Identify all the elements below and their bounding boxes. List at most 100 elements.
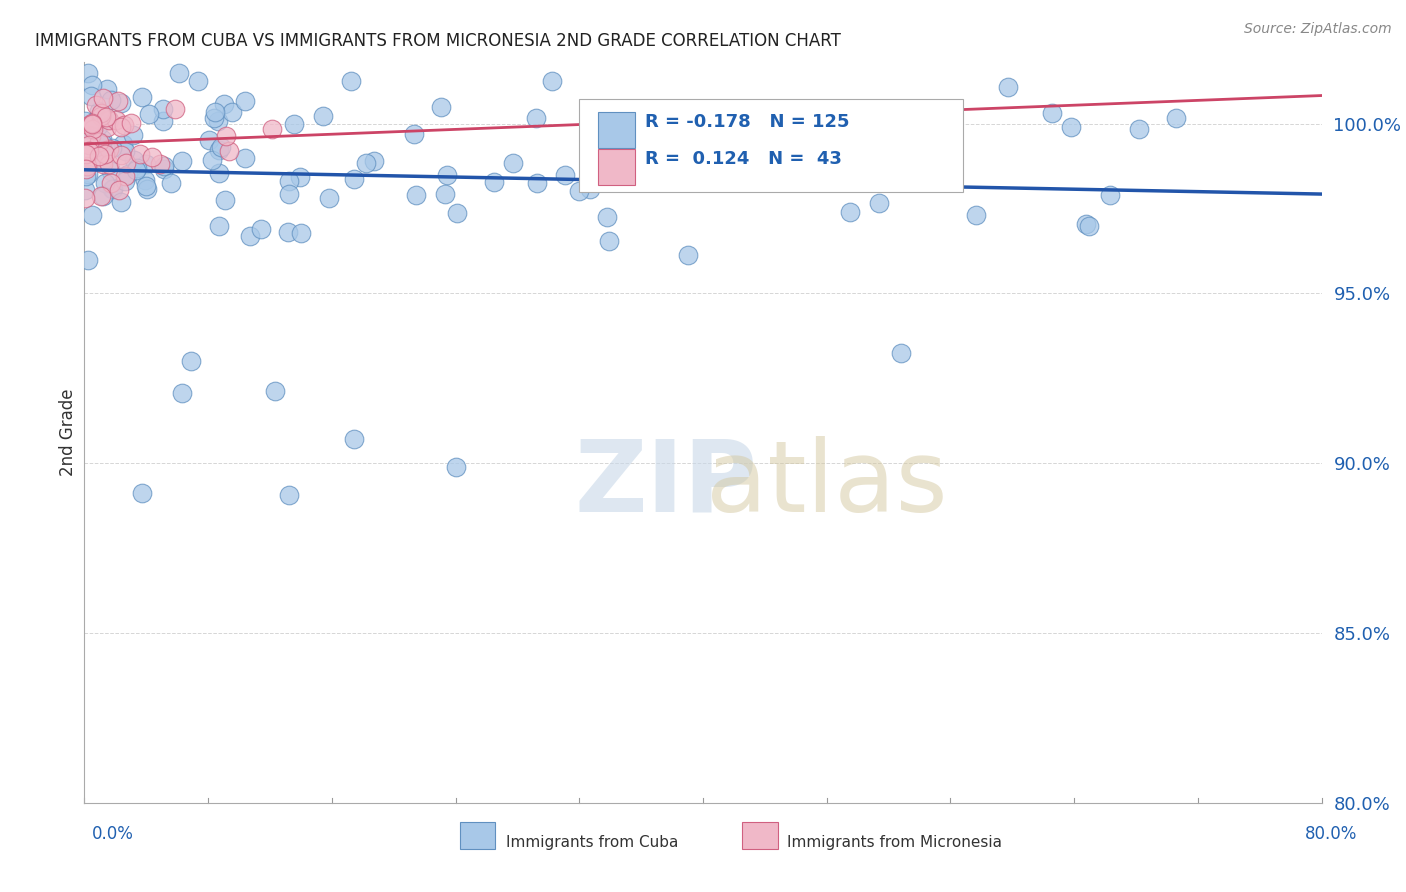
Text: R =  0.124   N =  43: R = 0.124 N = 43 (645, 150, 842, 168)
Point (75, 191, 97, 205)
Point (214, 193, 236, 207)
Point (135, 178, 157, 193)
Point (131, 485, 153, 500)
Point (120, 116, 142, 130)
Point (283, 117, 305, 131)
Point (108, 183, 131, 197)
Point (131, 90, 153, 104)
Point (110, 95, 132, 110)
Point (152, 162, 174, 177)
Point (94, 176, 117, 190)
Point (208, 166, 231, 180)
Point (598, 169, 620, 184)
Point (897, 137, 920, 152)
Point (1166, 111, 1188, 125)
Point (89, 136, 111, 150)
Point (152, 114, 174, 128)
Point (596, 210, 619, 224)
Point (997, 80, 1019, 95)
Point (436, 168, 458, 182)
Point (105, 112, 128, 127)
Text: R = -0.178   N = 125: R = -0.178 N = 125 (645, 112, 849, 130)
Point (112, 118, 135, 132)
Point (868, 196, 890, 211)
Point (77, 145, 100, 159)
Point (1074, 217, 1097, 231)
Point (502, 156, 524, 170)
Point (103, 182, 125, 196)
Point (1040, 105, 1063, 120)
Point (76, 159, 98, 173)
Point (201, 153, 224, 168)
Point (101, 141, 124, 155)
Point (112, 137, 135, 152)
Point (97, 142, 120, 156)
Point (80, 120, 103, 135)
Point (90, 189, 112, 203)
Point (187, 74, 209, 88)
Point (100, 93, 122, 107)
Point (82, 117, 104, 131)
Point (138, 107, 160, 121)
Bar (742, 822, 778, 849)
Point (209, 140, 232, 154)
Point (73, 114, 96, 128)
Point (434, 187, 457, 202)
Point (567, 184, 589, 198)
Point (90, 106, 112, 120)
Point (630, 165, 652, 179)
Point (260, 121, 283, 136)
Point (94, 146, 117, 161)
Point (170, 153, 193, 168)
Point (97, 112, 120, 126)
Point (204, 104, 226, 119)
Text: 0.0%: 0.0% (91, 825, 134, 843)
Point (598, 234, 620, 248)
Point (207, 114, 229, 128)
Point (218, 145, 240, 159)
Point (100, 182, 122, 196)
Text: Immigrants from Micronesia: Immigrants from Micronesia (787, 836, 1002, 850)
Point (80, 78, 103, 92)
Point (264, 384, 287, 398)
Point (768, 136, 790, 150)
Point (91, 153, 114, 167)
Point (250, 222, 273, 236)
Point (159, 176, 181, 190)
Point (135, 156, 157, 170)
Point (80, 116, 103, 130)
Bar (460, 822, 495, 849)
Point (93, 145, 115, 159)
Point (117, 168, 139, 182)
Point (446, 206, 468, 220)
Point (91, 188, 114, 202)
Point (125, 161, 148, 175)
Point (825, 154, 848, 169)
Point (97, 112, 120, 127)
Point (87, 119, 110, 133)
Point (1077, 219, 1099, 233)
Point (75, 162, 97, 177)
Point (75, 169, 97, 183)
Point (578, 182, 600, 196)
Point (278, 488, 301, 502)
Point (554, 169, 576, 183)
Point (84, 98, 107, 112)
Point (114, 144, 136, 158)
Point (96, 120, 118, 135)
Point (97, 157, 120, 171)
Point (343, 433, 366, 447)
Point (82, 121, 104, 136)
Text: atlas: atlas (706, 436, 948, 533)
Point (405, 188, 427, 202)
FancyBboxPatch shape (579, 99, 963, 192)
Point (80, 128, 103, 143)
Point (290, 169, 312, 184)
Point (202, 111, 225, 125)
Point (110, 194, 132, 209)
Point (591, 163, 613, 178)
Point (79, 89, 101, 103)
Point (128, 146, 150, 161)
Point (482, 175, 505, 189)
Point (153, 159, 176, 173)
